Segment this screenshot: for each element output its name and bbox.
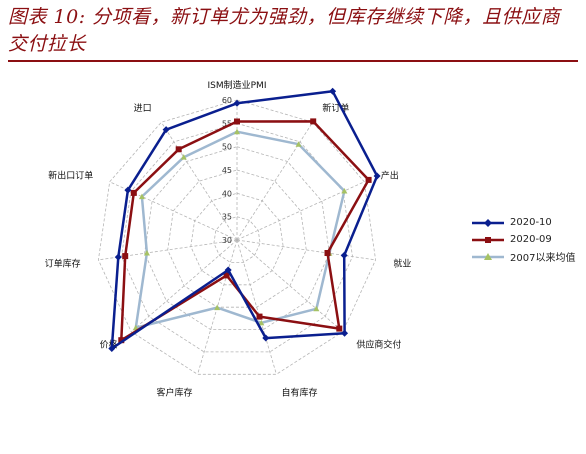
tick-label-1: 35	[222, 213, 232, 222]
legend-item-series-2: 2020-09	[470, 231, 575, 248]
axis-label-9: 新出口订单	[48, 169, 93, 181]
series-2-point-8	[122, 253, 129, 260]
series-2-point-1	[310, 118, 317, 125]
series-3-point-6	[214, 304, 221, 311]
legend-swatch-1	[470, 217, 506, 229]
legend-label-2: 2020-09	[510, 234, 552, 245]
legend-item-series-3: 2007以来均值	[470, 248, 575, 265]
series-1-point-9	[124, 186, 132, 194]
radar-series	[108, 87, 381, 352]
grid-spoke-10	[160, 121, 238, 241]
series-2-point-2	[365, 176, 372, 183]
grid-spoke-7	[130, 239, 238, 333]
series-1-point-8	[114, 253, 122, 261]
grid-ring-3	[167, 169, 307, 308]
series-1-point-0	[233, 99, 241, 107]
grid-spoke-1	[236, 121, 314, 241]
series-3-point-9	[138, 193, 145, 200]
series-2-point-10	[175, 146, 182, 153]
series-2-point-7	[118, 337, 125, 344]
legend-label-1: 2020-10	[510, 217, 552, 228]
axis-label-6: 客户库存	[156, 387, 192, 399]
grid-spoke-3	[236, 239, 376, 261]
grid-spoke-8	[98, 239, 238, 261]
figure-caption: 图表 10: 分项看，新订单尤为强劲，但库存继续下降，且供应商交付拉长	[8, 6, 561, 55]
series-3-point-4	[313, 305, 320, 312]
axis-label-10: 进口	[134, 103, 152, 114]
axis-label-1: 新订单	[322, 102, 349, 114]
tick-label-4: 50	[222, 143, 232, 152]
tick-label-3: 45	[222, 166, 232, 175]
series-3-point-1	[295, 141, 302, 147]
caption-divider	[8, 60, 578, 62]
series-3-point-2	[341, 187, 348, 194]
series-1-line	[110, 89, 379, 350]
tick-label-5: 55	[222, 119, 232, 128]
series-3	[132, 128, 348, 331]
grid-spoke-6	[197, 239, 238, 375]
series-3-point-10	[180, 154, 187, 160]
tick-label-6: 60	[222, 96, 232, 105]
series-2-point-0	[234, 118, 240, 125]
series-1-point-6	[224, 266, 232, 274]
radar-axis-labels: ISM制造业PMI新订单产出就业供应商交付自有库存客户库存价格订单库存新出口订单…	[45, 79, 412, 399]
series-3-point-8	[143, 249, 150, 256]
series-1-point-1	[329, 87, 337, 95]
series-1-point-4	[341, 329, 349, 337]
legend-label-3: 2007以来均值	[510, 253, 576, 264]
series-1	[108, 87, 381, 352]
grid-ring-4	[144, 146, 330, 331]
radar-tick-labels: 30 35 40 45 50 55 60	[222, 96, 232, 245]
chart-legend: 2020-10 2020-09 2007以来均值	[470, 214, 575, 265]
series-2-point-5	[256, 313, 263, 320]
tick-label-0: 30	[222, 236, 232, 245]
axis-label-3: 就业	[393, 258, 411, 270]
series-3-line	[134, 130, 346, 329]
grid-spoke-5	[236, 239, 277, 375]
series-3-point-7	[132, 324, 139, 331]
legend-item-series-1: 2020-10	[470, 214, 575, 231]
grid-ring-2	[190, 192, 284, 286]
tick-label-2: 40	[222, 189, 232, 198]
series-1-point-5	[262, 334, 270, 342]
series-3-point-0	[234, 128, 240, 135]
series-2-point-9	[130, 189, 137, 196]
series-1-point-10	[162, 126, 170, 134]
series-1-point-2	[373, 172, 381, 180]
axis-label-0: ISM制造业PMI	[208, 79, 267, 91]
legend-swatch-3	[470, 251, 506, 263]
series-2-point-3	[324, 250, 331, 256]
grid-ring-1	[213, 216, 261, 263]
series-1-point-3	[340, 251, 348, 259]
axis-label-4: 供应商交付	[356, 339, 401, 351]
axis-label-5: 自有库存	[282, 387, 318, 399]
series-2-point-6	[223, 272, 230, 279]
axis-label-2: 产出	[381, 169, 399, 181]
series-2-point-4	[336, 325, 343, 332]
series-2-line	[120, 120, 370, 342]
grid-spoke-4	[236, 239, 344, 333]
axis-label-8: 订单库存	[45, 258, 81, 270]
series-3-point-5	[258, 319, 265, 326]
series-1-point-7	[108, 344, 116, 352]
legend-swatch-2	[470, 234, 506, 246]
